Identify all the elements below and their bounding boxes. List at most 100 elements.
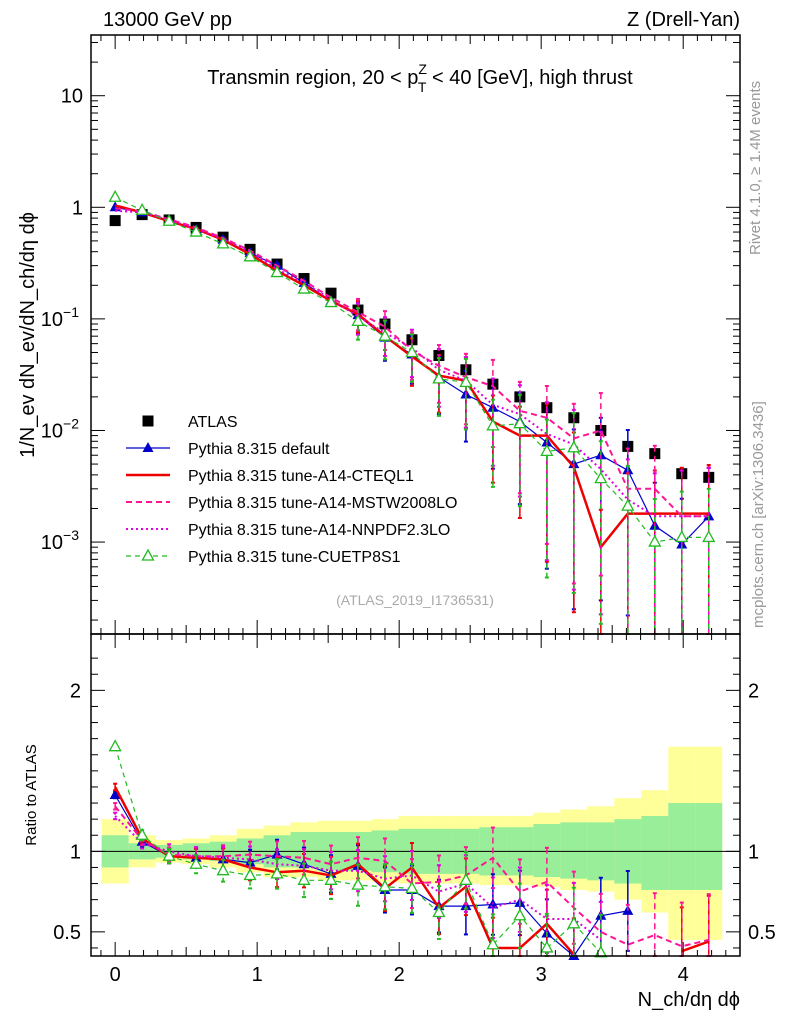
ratio-y-tick-label: 2 <box>70 680 81 702</box>
ratio-series-marker <box>135 827 149 840</box>
legend-label: Pythia 8.315 default <box>188 441 330 458</box>
y-tick-base: 10 <box>41 532 63 554</box>
legend-marker <box>141 548 155 561</box>
x-tick-label: 4 <box>678 964 689 986</box>
ratio-series-marker <box>189 856 203 869</box>
title-text-end: < 40 [GeV], high thrust <box>426 67 633 89</box>
x-tick-label: 1 <box>252 964 263 986</box>
ratio-series-marker <box>270 866 284 879</box>
series-marker <box>108 189 122 202</box>
series-marker <box>459 374 473 387</box>
title-superscript: Z <box>418 61 427 77</box>
ratio-series-marker <box>378 879 392 892</box>
rivet-version-label: Rivet 4.1.0, ≥ 1.4M events <box>747 81 764 255</box>
y-tick-base: 10 <box>61 86 83 108</box>
ratio-series-marker <box>351 877 365 890</box>
series-marker <box>675 530 689 543</box>
series-marker <box>405 345 419 358</box>
ratio-y-tick-label: 0.5 <box>53 922 81 944</box>
ratio-frame <box>90 633 741 957</box>
y-tick-base: 10 <box>41 420 63 442</box>
x-axis-label: N_ch/dη dϕ <box>638 989 740 1011</box>
ratio-series-marker <box>297 872 311 885</box>
series-marker <box>189 224 203 237</box>
series-marker <box>513 416 527 429</box>
x-tick-label: 3 <box>536 964 547 986</box>
series-marker <box>594 471 608 484</box>
ratio-y-tick-label-right: 0.5 <box>748 922 776 944</box>
legend-label: ATLAS <box>188 414 238 431</box>
series-marker <box>297 281 311 294</box>
ratio-series-marker <box>486 937 500 950</box>
y-tick-base: 1 <box>72 197 83 219</box>
y-tick-label: 10−2 <box>41 415 79 442</box>
ratio-y-axis-label: Ratio to ATLAS <box>23 744 40 845</box>
y-tick-label: 10−3 <box>41 527 79 554</box>
series-marker <box>540 444 554 457</box>
y-tick-exponent: −3 <box>63 527 79 543</box>
ratio-y-tick-label: 1 <box>70 841 81 863</box>
ratio-band-inner <box>641 815 669 890</box>
atlas-data-point <box>649 448 661 460</box>
analysis-reference: (ATLAS_2019_I1736531) <box>336 592 494 608</box>
series-marker <box>621 498 635 511</box>
plot-title: Transmin region, 20 < pZ T < 40 [GeV], hi… <box>207 61 633 95</box>
legend-label: Pythia 8.315 tune-A14-NNPDF2.3LO <box>188 522 450 539</box>
ratio-series-marker <box>216 863 230 876</box>
legend-marker <box>142 442 154 452</box>
legend-label: Pythia 8.315 tune-A14-CTEQL1 <box>188 468 414 485</box>
atlas-data-point <box>325 287 337 299</box>
ratio-series-line <box>114 815 602 941</box>
y-tick-exponent: −1 <box>63 304 79 320</box>
ratio-series-marker <box>567 916 581 929</box>
series-marker <box>216 236 230 249</box>
y-tick-base: 10 <box>41 309 63 331</box>
x-tick-label: 2 <box>394 964 405 986</box>
ratio-series-marker <box>162 848 176 861</box>
series-marker <box>162 213 176 226</box>
process-label: Z (Drell-Yan) <box>627 9 740 31</box>
series-marker <box>270 265 284 278</box>
series-marker <box>351 314 365 327</box>
ratio-series-marker <box>513 908 527 921</box>
ratio-band-inner <box>695 803 723 890</box>
ratio-series-marker <box>243 868 257 881</box>
ratio-panel: 0.5 0.5 1 1 2 2 0 1 2 3 4 Ratio to ATLAS N_ch/dη d… <box>23 633 776 1011</box>
series-marker <box>243 249 257 262</box>
y-tick-exponent: −2 <box>63 415 79 431</box>
ratio-band-inner <box>668 803 696 890</box>
ratio-series-marker <box>108 739 122 752</box>
ratio-y-tick-label-right: 2 <box>748 680 759 702</box>
main-y-axis-label: 1/N_ev dN_ev/dN_ch/dη dϕ <box>17 212 39 458</box>
mcplots-label: mcplots.cern.ch [arXiv:1306.3436] <box>750 401 767 628</box>
ratio-series-marker <box>432 905 446 918</box>
legend: ATLAS Pythia 8.315 default Pythia 8.315 tu… <box>126 414 457 566</box>
series-green-dash <box>108 189 716 635</box>
ratio-series-group <box>108 739 711 960</box>
series-marker <box>648 534 662 547</box>
ratio-axis-ticks: 0.5 0.5 1 1 2 2 0 1 2 3 4 <box>53 634 776 986</box>
ratio-series-marker <box>324 872 338 885</box>
ratio-series-marker <box>405 881 419 894</box>
series-marker <box>486 418 500 431</box>
series-marker <box>702 530 716 543</box>
energy-label: 13000 GeV pp <box>103 9 232 31</box>
ratio-series-marker <box>109 789 121 799</box>
series-marker <box>378 328 392 341</box>
ratio-series-marker <box>459 872 473 885</box>
title-subscript: T <box>418 79 427 95</box>
ratio-band-inner <box>560 822 588 879</box>
x-tick-label: 0 <box>110 964 121 986</box>
series-marker <box>567 440 581 453</box>
series-marker <box>135 202 149 215</box>
y-tick-label: 1 <box>72 197 83 219</box>
main-series-group <box>108 189 716 635</box>
ratio-y-tick-label-right: 1 <box>748 841 759 863</box>
title-text: Transmin region, 20 < p <box>207 67 418 89</box>
ratio-series-marker <box>540 940 554 953</box>
y-tick-label: 10−1 <box>41 304 79 331</box>
